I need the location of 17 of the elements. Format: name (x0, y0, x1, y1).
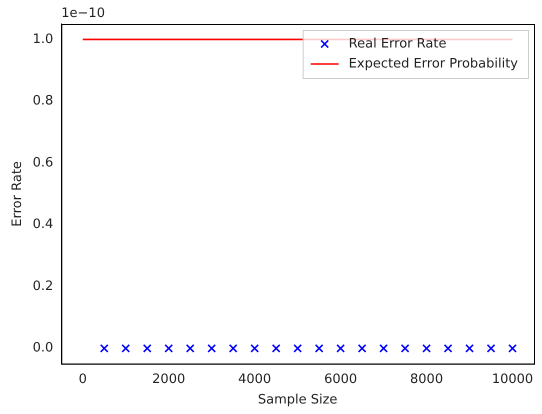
legend-label: Expected Error Probability (348, 56, 518, 72)
y-axis-title: Error Rate (10, 161, 26, 227)
x-tick-label: 10000 (492, 372, 534, 387)
x-tick-label: 6000 (324, 372, 358, 387)
y-tick-label: 0.8 (32, 94, 54, 109)
text: 1e−10 (61, 6, 105, 21)
x-tick-label: 0 (78, 372, 87, 387)
y-tick-label: 0.2 (32, 278, 54, 294)
y-tick-label: 0.0 (32, 340, 54, 356)
y-tick-label: 0.6 (32, 155, 54, 170)
y-tick-label: 0.4 (32, 217, 54, 232)
x-tick-label: 2000 (152, 372, 186, 387)
y-tick-label: 1.0 (32, 32, 54, 47)
x-tick-label: 4000 (238, 372, 272, 387)
x-tick-label: 8000 (410, 372, 444, 387)
legend-label: Real Error Rate (348, 36, 446, 52)
x-axis-title: Sample Size (258, 392, 338, 408)
